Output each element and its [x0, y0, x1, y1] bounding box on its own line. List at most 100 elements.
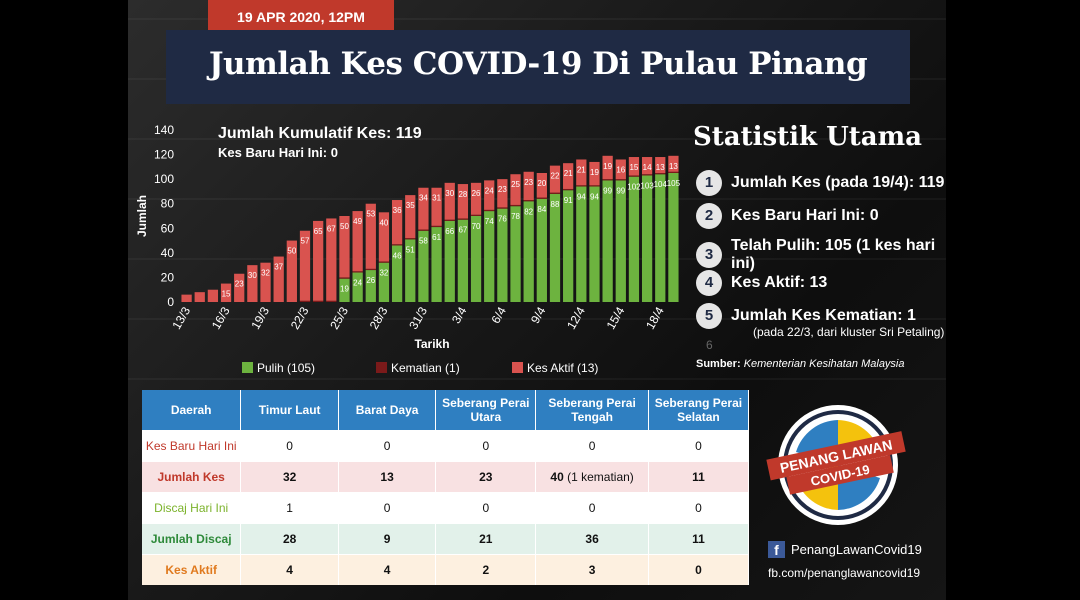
table-cell: 0 [648, 492, 750, 524]
table-cell: 0 [435, 430, 537, 462]
stat-item-deaths: 5 Jumlah Kes Kematian: 1 [696, 303, 916, 329]
x-tick-label: 18/4 [643, 304, 667, 332]
stat-item-total: 1 Jumlah Kes (pada 19/4): 119 [696, 170, 944, 196]
source-note: Sumber: Kementerian Kesihatan Malaysia [696, 358, 905, 370]
legend-swatch [242, 362, 253, 373]
legend-label: Kes Aktif (13) [527, 361, 598, 375]
bar-label-active: 34 [419, 194, 428, 203]
bar-death [405, 238, 416, 240]
bar-active [444, 182, 455, 220]
bar-recovered [457, 219, 469, 302]
bar-death [668, 171, 679, 173]
bar-active [220, 283, 232, 302]
bar-active [602, 155, 613, 180]
bar-label-active: 49 [353, 217, 362, 226]
table-cell: 23 [435, 461, 537, 493]
table-cell: 9 [338, 523, 437, 555]
x-tick-label: 15/4 [604, 304, 628, 332]
table-cell: 40 (1 kematian) [535, 461, 649, 493]
bar-death [615, 179, 626, 181]
stat-text: Telah Pulih: 105 (1 kes hari ini) [731, 237, 936, 272]
facebook-link[interactable]: f PenangLawanCovid19 [768, 541, 922, 558]
bar-recovered [668, 173, 679, 302]
table-cell: 0 [435, 492, 537, 524]
table-row: Kes Baru Hari Ini 0 0 0 0 0 [142, 430, 750, 462]
bar-active [313, 220, 324, 301]
y-tick-label: 40 [161, 246, 175, 260]
bar-death [589, 185, 600, 187]
bar-death [484, 209, 495, 212]
bar-recovered [484, 211, 495, 302]
row-label: Kes Aktif [142, 554, 242, 585]
facebook-icon: f [768, 541, 785, 558]
bar-death [339, 277, 350, 279]
stat-six-marker: 6 [706, 338, 713, 352]
x-tick-label: 22/3 [288, 304, 312, 332]
bar-death [470, 214, 482, 216]
bar-label-active: 15 [629, 163, 638, 172]
bar-recovered [589, 186, 600, 302]
bar-active [181, 294, 192, 302]
bar-label-recovered: 94 [590, 193, 599, 202]
bar-active [615, 159, 626, 180]
bar-recovered [549, 193, 561, 302]
bar-active [365, 203, 376, 269]
table-cell: 0 [535, 492, 649, 524]
table-cell: 3 [535, 554, 649, 585]
title-bar: Jumlah Kes COVID-19 Di Pulau Pinang [166, 30, 910, 104]
bar-active [207, 289, 219, 302]
table-cell: 2 [435, 554, 537, 585]
bar-label-recovered: 82 [524, 207, 533, 216]
row-label: Kes Baru Hari Ini [142, 430, 242, 462]
stat-text: Kes Baru Hari Ini: 0 [731, 207, 879, 224]
bar-label-active: 13 [656, 163, 665, 172]
bar-death [576, 185, 587, 187]
table-cell: 11 [648, 461, 750, 493]
x-tick-label: 25/3 [327, 304, 351, 332]
bar-death [313, 300, 324, 302]
facebook-url[interactable]: fb.com/penanglawancovid19 [768, 566, 921, 580]
bar-label-active: 25 [511, 180, 520, 189]
bar-active [589, 161, 600, 186]
bar-active [352, 211, 363, 272]
bar-death [444, 219, 455, 221]
bar-label-active: 23 [498, 185, 507, 194]
table-cell: 21 [435, 523, 537, 555]
bar-label-active: 19 [590, 168, 599, 177]
y-axis-label: Jumlah [135, 195, 149, 237]
bar-death [641, 174, 653, 176]
table-cell: 0 [648, 430, 750, 462]
bar-label-recovered: 102 [627, 183, 641, 192]
bar-active [247, 265, 258, 302]
bar-death [628, 175, 640, 177]
stat-number-badge: 5 [696, 303, 722, 329]
bar-label-recovered: 70 [472, 222, 481, 231]
stat-deaths-note: (pada 22/3, dari kluster Sri Petaling) [753, 325, 945, 339]
date-banner: 19 APR 2020, 12PM [208, 0, 394, 34]
bar-recovered [523, 201, 534, 302]
bar-active [510, 174, 521, 205]
bar-label-active: 30 [248, 271, 257, 280]
bar-active [523, 171, 534, 201]
bar-death [352, 271, 363, 273]
bar-label-recovered: 99 [603, 186, 612, 195]
bar-label-recovered: 24 [353, 279, 362, 288]
bar-label-active: 67 [327, 224, 336, 233]
table-row: Jumlah Discaj 28 9 21 36 11 [142, 523, 750, 555]
bar-death [602, 179, 613, 181]
bar-label-active: 35 [406, 201, 415, 210]
bar-active [457, 184, 469, 219]
bar-active [234, 273, 245, 302]
bar-death [655, 173, 666, 175]
bar-label-recovered: 91 [564, 196, 573, 205]
bar-label-active: 40 [379, 218, 388, 227]
bar-recovered [339, 278, 350, 302]
y-tick-label: 100 [154, 172, 174, 186]
stat-item-new: 2 Kes Baru Hari Ini: 0 [696, 203, 879, 229]
bar-recovered [615, 180, 626, 302]
stats-title: Statistik Utama [693, 122, 922, 152]
table-cell: 13 [338, 461, 437, 493]
bar-label-active: 13 [669, 162, 678, 171]
bar-active [576, 159, 587, 186]
y-tick-label: 60 [161, 221, 175, 235]
